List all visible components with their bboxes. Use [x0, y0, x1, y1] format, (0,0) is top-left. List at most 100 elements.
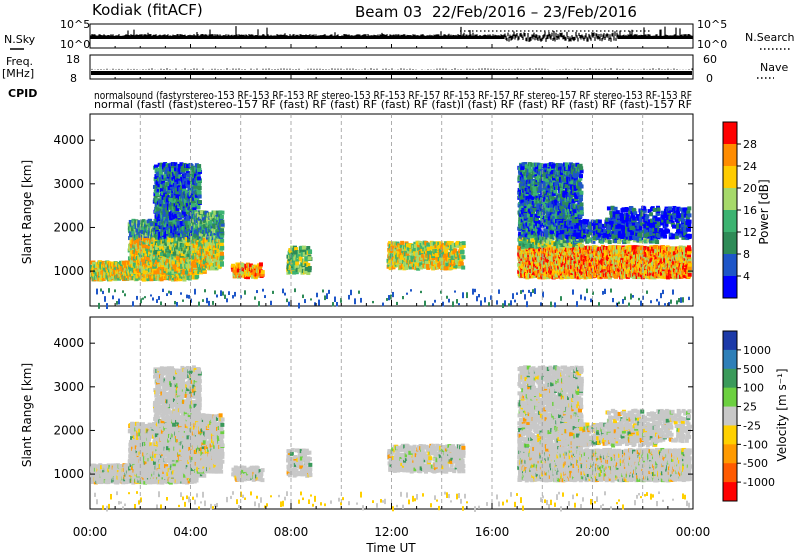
- echo-cell: [216, 230, 221, 235]
- echo-cell: [183, 207, 188, 212]
- echo-cell: [196, 188, 201, 193]
- nsearch-label: N.Search: [745, 31, 795, 44]
- echo-cell: [152, 267, 157, 272]
- echo-cell: [137, 240, 142, 245]
- echo-cell: [258, 262, 263, 267]
- freq-label: Freq.: [6, 55, 33, 68]
- echo-cell: [193, 187, 198, 192]
- echo-cell: [145, 246, 150, 251]
- echo-cell: [194, 234, 199, 239]
- noise-left-tick-top: 10^5: [60, 18, 90, 31]
- echo-cell: [160, 188, 165, 193]
- echo-cell: [183, 178, 188, 183]
- echo-cell: [166, 220, 171, 225]
- echo-cell: [406, 264, 411, 269]
- echo-cell: [175, 233, 180, 238]
- echo-cell: [212, 243, 217, 248]
- echo-cell: [139, 244, 144, 249]
- echo-cell: [180, 256, 185, 261]
- echo-cell: [202, 232, 207, 237]
- echo-cell: [195, 243, 200, 248]
- nave-label: Nave: [760, 61, 788, 74]
- echo-cell: [216, 252, 221, 257]
- echo-cell: [207, 254, 212, 259]
- echo-cell: [570, 274, 575, 279]
- echo-cell: [240, 271, 245, 276]
- cpid-row-2: normal (fastl (fast)stereo-157 RF (fast)…: [94, 98, 692, 111]
- echo-cell: [410, 257, 415, 262]
- echo-cell: [169, 197, 174, 202]
- echo-cell: [305, 256, 310, 261]
- echo-cell: [451, 242, 456, 247]
- echo-cell: [166, 164, 171, 169]
- echo-cell: [147, 265, 152, 270]
- nsky-trace: [90, 26, 693, 42]
- echo-cell: [220, 233, 225, 238]
- echo-cell: [440, 242, 445, 247]
- echo-cell: [99, 268, 104, 273]
- echo-cell: [136, 242, 141, 247]
- echo-cell: [400, 251, 405, 256]
- echo-cell: [166, 239, 171, 244]
- echo-cell: [180, 274, 185, 279]
- echo-cell: [460, 252, 465, 257]
- echo-cell: [184, 220, 189, 225]
- echo-cell: [165, 264, 170, 269]
- echo-cell: [129, 260, 134, 265]
- echo-cell: [443, 266, 448, 271]
- echo-cell: [170, 232, 175, 237]
- echo-cell: [439, 253, 444, 258]
- echo-cell: [167, 170, 172, 175]
- echo-cell: [177, 221, 182, 226]
- echo-cell: [289, 249, 294, 254]
- echo-cell: [172, 221, 177, 226]
- echo-cell: [460, 249, 465, 254]
- echo-cell: [159, 245, 164, 250]
- echo-cell: [295, 257, 300, 262]
- echo-cell: [461, 265, 466, 270]
- date-range: 22/Feb/2016 – 23/Feb/2016: [432, 3, 637, 21]
- nave-right-tick-top: 60: [703, 53, 717, 66]
- echo-cell: [206, 263, 211, 268]
- echo-cell: [454, 256, 459, 261]
- echo-cell: [177, 167, 182, 172]
- echo-cell: [161, 248, 166, 253]
- echo-cell: [159, 200, 164, 205]
- echo-cell: [199, 222, 204, 227]
- echo-cell: [166, 252, 171, 257]
- echo-cell: [128, 233, 133, 238]
- echo-cell: [173, 199, 178, 204]
- echo-cell: [432, 260, 437, 265]
- nsky-label: N.Sky: [4, 33, 36, 46]
- echo-cell: [148, 251, 153, 256]
- echo-cell: [219, 248, 224, 253]
- echo-cell: [193, 184, 198, 189]
- echo-cell: [181, 165, 186, 170]
- echo-cell: [128, 219, 133, 224]
- echo-cell: [141, 262, 146, 267]
- echo-cell: [152, 257, 157, 262]
- echo-cell: [413, 244, 418, 249]
- echo-cell: [175, 245, 180, 250]
- echo-cell: [393, 248, 398, 253]
- echo-cell: [432, 265, 437, 270]
- echo-cell: [197, 194, 202, 199]
- echo-cell: [162, 165, 167, 170]
- noise-left-tick-bottom: 10^0: [60, 38, 90, 51]
- echo-cell: [92, 261, 97, 266]
- echo-cell: [186, 172, 191, 177]
- echo-cell: [205, 251, 210, 256]
- echo-cell: [171, 176, 176, 181]
- echo-cell: [131, 218, 136, 223]
- echo-cell: [178, 190, 183, 195]
- echo-cell: [300, 251, 305, 256]
- echo-cell: [200, 233, 205, 238]
- echo-cell: [197, 190, 202, 195]
- echo-cell: [190, 165, 195, 170]
- echo-cell: [455, 264, 460, 269]
- echo-cell: [168, 249, 173, 254]
- echo-cell: [197, 181, 202, 186]
- echo-cell: [253, 269, 258, 274]
- echo-cell: [209, 241, 214, 246]
